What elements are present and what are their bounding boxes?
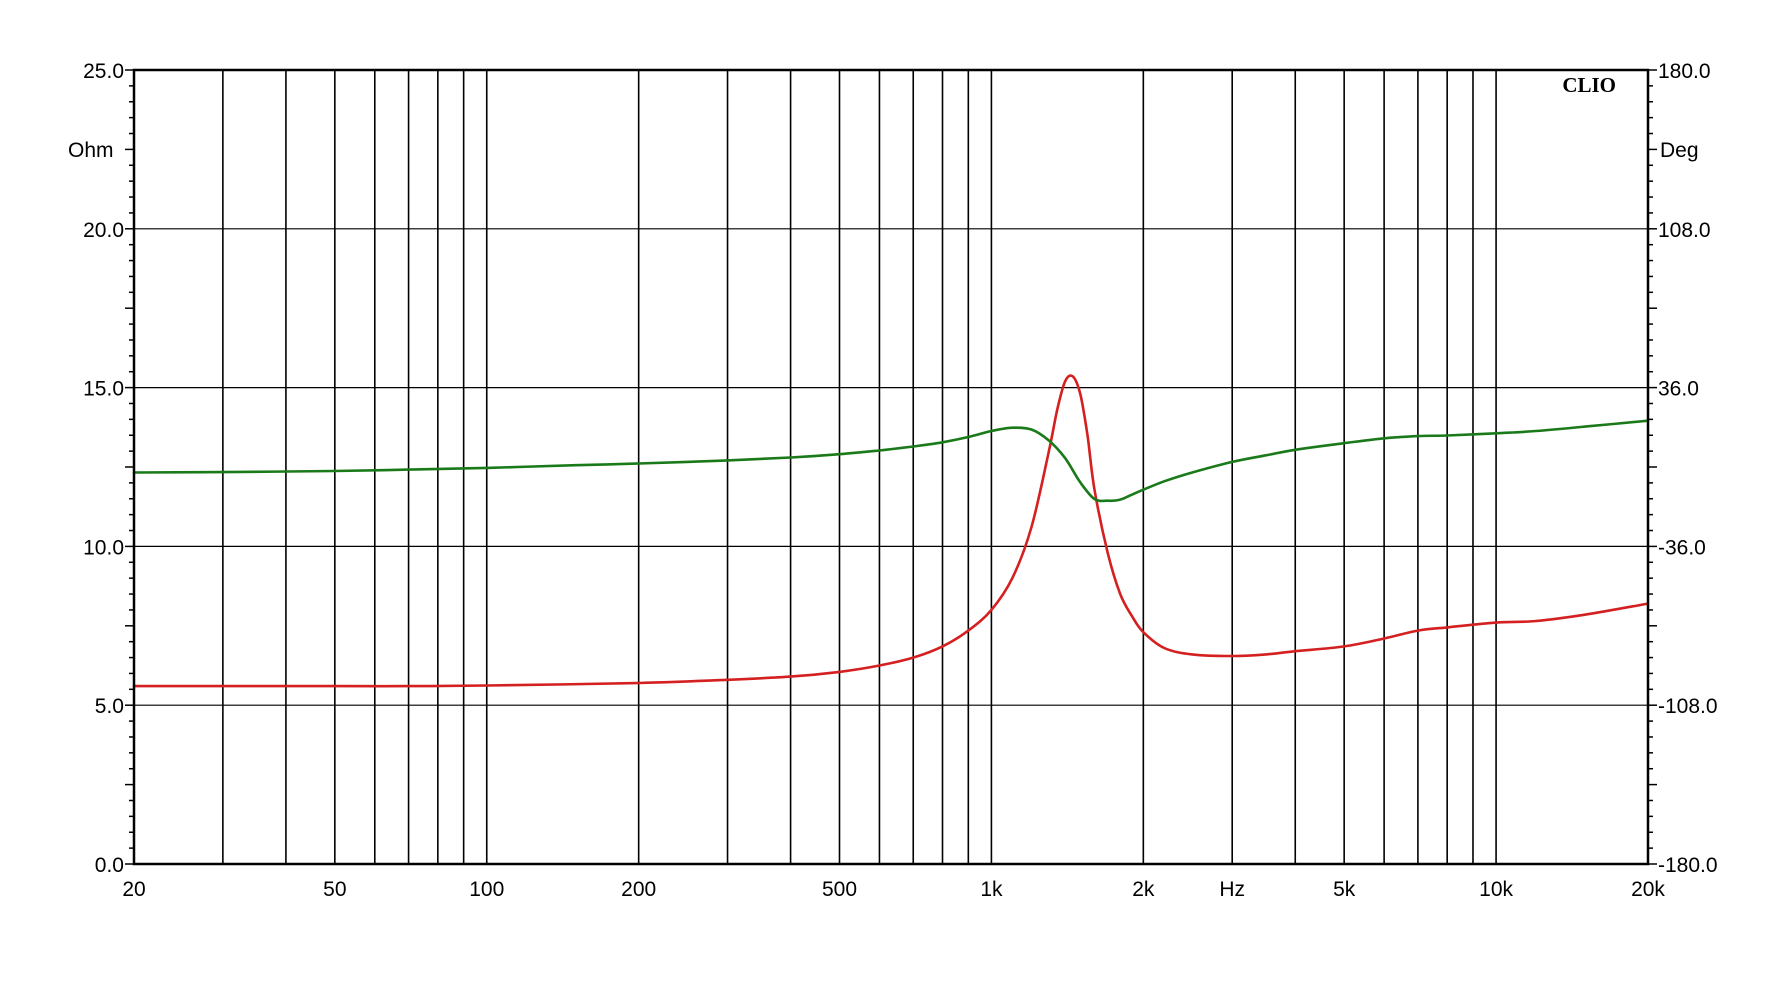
- right-tick-label: -108.0: [1658, 695, 1718, 718]
- left-tick-label: 5.0: [95, 695, 124, 718]
- x-tick-label: 10k: [1479, 878, 1513, 901]
- right-tick-label: -36.0: [1658, 536, 1706, 559]
- x-tick-label: 1k: [980, 878, 1003, 901]
- left-tick-label: 10.0: [83, 536, 124, 559]
- x-tick-label: 50: [323, 878, 346, 901]
- right-tick-label: -180.0: [1658, 854, 1718, 877]
- x-tick-label: 200: [621, 878, 656, 901]
- right-axis-tick-labels: -180.0 -108.0 -36.0 36.0 108.0 180.0: [1658, 60, 1718, 877]
- right-axis-unit-label: Deg: [1660, 139, 1699, 162]
- left-tick-label: 25.0: [83, 60, 124, 83]
- plot-frame: [132, 68, 1650, 866]
- left-tick-label: 15.0: [83, 378, 124, 401]
- left-tick-label: 0.0: [95, 854, 124, 877]
- right-tick-label: 180.0: [1658, 60, 1711, 83]
- left-axis-tick-labels: 0.0 5.0 10.0 15.0 20.0 25.0: [83, 60, 124, 877]
- left-axis-ticks: [125, 69, 134, 865]
- x-tick-label: 20k: [1631, 878, 1665, 901]
- series-layer: [132, 374, 1650, 688]
- x-tick-label: 20: [122, 878, 145, 901]
- x-tick-label: 500: [822, 878, 857, 901]
- x-tick-label: 5k: [1333, 878, 1356, 901]
- right-tick-label: 36.0: [1658, 378, 1699, 401]
- right-tick-label: 108.0: [1658, 219, 1711, 242]
- left-tick-label: 20.0: [83, 219, 124, 242]
- impedance-series-line: [132, 374, 1650, 688]
- x-tick-label: 2k: [1132, 878, 1155, 901]
- right-axis-ticks: [1648, 69, 1657, 865]
- clio-brand-label: CLIO: [1562, 73, 1616, 97]
- x-tick-label: 100: [469, 878, 504, 901]
- phase-series-line: [132, 419, 1650, 503]
- left-axis-unit-label: Ohm: [68, 139, 114, 162]
- x-axis-tick-labels: 20 50 100 200 500 1k 2k 5k 10k 20k: [122, 878, 1665, 901]
- grid: [134, 70, 1648, 864]
- x-axis-unit-label: Hz: [1219, 878, 1245, 901]
